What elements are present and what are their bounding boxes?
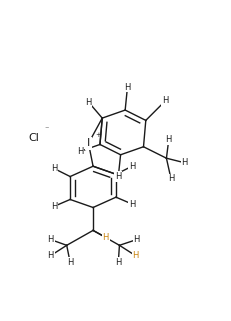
Text: H: H: [167, 174, 173, 183]
Text: H: H: [51, 202, 57, 211]
Text: H: H: [47, 235, 54, 244]
Text: H: H: [115, 172, 121, 181]
Text: Cl: Cl: [28, 133, 39, 143]
Text: H: H: [161, 96, 168, 105]
Text: H: H: [181, 158, 187, 167]
Text: H: H: [165, 135, 171, 144]
Text: H: H: [47, 251, 54, 260]
Text: H: H: [67, 258, 73, 267]
Text: H: H: [128, 200, 135, 209]
Text: H: H: [85, 98, 91, 107]
Text: H: H: [77, 147, 83, 156]
Text: ⁻: ⁻: [44, 125, 49, 134]
Text: H: H: [133, 235, 139, 244]
Text: H: H: [102, 233, 108, 242]
Text: +: +: [94, 132, 100, 138]
Text: I: I: [86, 138, 90, 148]
Text: H: H: [128, 162, 135, 171]
Text: H: H: [51, 164, 57, 173]
Text: H: H: [132, 251, 138, 260]
Text: H: H: [124, 82, 130, 92]
Text: H: H: [115, 258, 121, 267]
